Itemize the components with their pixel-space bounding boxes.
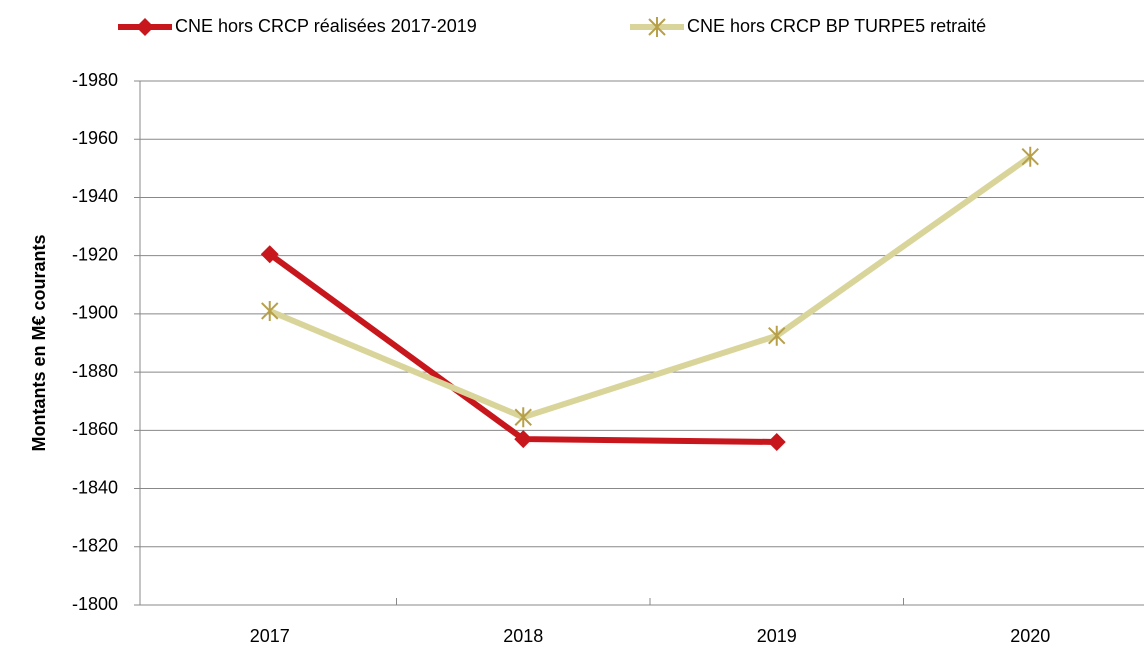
x-tick-label: 2019 <box>757 626 797 646</box>
y-tick-label: -1880 <box>72 361 118 381</box>
y-tick-label: -1980 <box>72 70 118 90</box>
marker <box>514 430 533 449</box>
marker <box>768 325 786 346</box>
x-tick-label: 2020 <box>1010 626 1050 646</box>
marker <box>514 407 532 428</box>
marker <box>136 18 154 36</box>
y-tick-label: -1860 <box>72 419 118 439</box>
y-tick-label: -1920 <box>72 244 118 264</box>
marker <box>648 17 666 37</box>
x-tick-label: 2018 <box>503 626 543 646</box>
marker <box>261 300 279 321</box>
y-tick-label: -1800 <box>72 594 118 614</box>
marker <box>1021 146 1039 167</box>
marker <box>260 245 279 264</box>
x-tick-label: 2017 <box>250 626 290 646</box>
marker <box>767 432 786 451</box>
y-tick-label: -1840 <box>72 477 118 497</box>
legend-label: CNE hors CRCP réalisées 2017-2019 <box>175 16 477 36</box>
y-tick-label: -1960 <box>72 128 118 148</box>
y-tick-label: -1900 <box>72 303 118 323</box>
y-tick-label: -1820 <box>72 536 118 556</box>
y-axis-title: Montants en M€ courants <box>29 234 49 451</box>
legend-label: CNE hors CRCP BP TURPE5 retraité <box>687 16 986 36</box>
y-tick-label: -1940 <box>72 186 118 206</box>
series-line <box>268 154 1032 421</box>
